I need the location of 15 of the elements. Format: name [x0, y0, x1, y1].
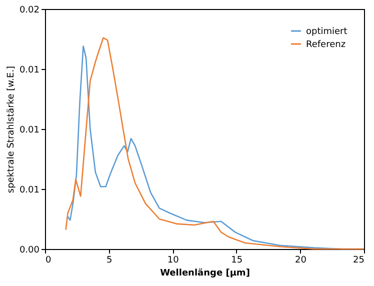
x-tick-label: 5	[106, 256, 112, 266]
y-tick-label: 0.00	[19, 246, 40, 256]
y-axis-title: spektrale Strahlstärke [w.E.]	[6, 66, 16, 194]
x-axis-title: Wellenlänge [µm]	[160, 268, 250, 278]
x-tick-label: 15	[231, 256, 243, 266]
x-tick-label: 0	[46, 256, 52, 266]
legend-label: Referenz	[306, 40, 346, 50]
x-tick-label: 20	[294, 256, 307, 266]
legend-label: optimiert	[306, 27, 348, 37]
x-tick-label: 25	[353, 256, 364, 266]
y-tick-label: 0.01	[19, 126, 40, 136]
y-tick-label: 0.01	[19, 66, 40, 76]
y-tick-label: 0.01	[19, 186, 40, 196]
x-tick-label: 10	[167, 256, 180, 266]
y-tick-label: 0.02	[19, 6, 40, 16]
